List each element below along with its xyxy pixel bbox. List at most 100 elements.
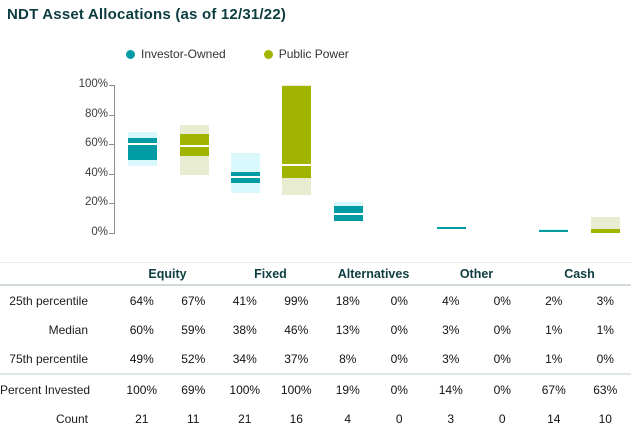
table-row-label: Percent Invested	[0, 382, 91, 397]
table-cell: 0	[498, 411, 506, 426]
table-cell: 1%	[596, 322, 614, 337]
table-group-header: Cash	[564, 266, 595, 281]
table-cell: 13%	[335, 322, 360, 337]
y-axis-tick-mark	[109, 85, 114, 86]
table-cell: 69%	[181, 382, 206, 397]
table-cell: 0	[395, 411, 403, 426]
table-cell: 0%	[596, 351, 614, 366]
bar-interquartile	[539, 230, 569, 233]
legend-dot-investor-owned-icon	[126, 49, 135, 59]
table-cell: 0%	[390, 382, 408, 397]
table-cell: 0%	[493, 351, 511, 366]
table-group-header: Other	[459, 266, 494, 281]
legend-dot-public-power-icon	[263, 49, 273, 59]
y-axis-tick-mark	[109, 114, 114, 116]
table-cell: 3%	[442, 322, 460, 337]
table-cell: 0%	[493, 322, 511, 337]
table-row: 75th percentile 49% 52% 34% 37% 8% 0% 3% 0% 1% 0%	[0, 344, 631, 373]
table-cell: 59%	[181, 322, 206, 337]
table-row-label: Median	[48, 322, 88, 337]
table-cell: 67%	[541, 382, 566, 397]
table-cell: 67%	[181, 293, 206, 308]
y-axis-tick-label: 80%	[84, 107, 108, 120]
y-axis-tick-label: 40%	[84, 166, 108, 179]
table-cell: 100%	[126, 382, 158, 397]
table-cell: 100%	[229, 382, 261, 397]
bar-interquartile	[282, 86, 312, 179]
y-axis-tick-label: 100%	[78, 78, 108, 90]
allocation-table: Equity Fixed Alternatives Other Cash 25th per…	[0, 262, 631, 433]
table-row-label: 25th percentile	[9, 293, 88, 308]
table-row: Percent Invested 100% 69% 100% 100% 19% 0% 14% 0…	[0, 373, 631, 404]
table-row: Median 60% 59% 38% 46% 13% 0% 3% 0% 1% 1%	[0, 315, 631, 344]
bar-outer-range	[539, 228, 569, 232]
table-cell: 37%	[284, 351, 309, 366]
bar-median-line	[179, 144, 209, 147]
table-cell: 19%	[335, 382, 360, 397]
legend-label: Public Power	[278, 47, 349, 61]
legend-item-public-power: Public Power	[263, 47, 349, 61]
table-cell: 8%	[339, 351, 357, 366]
plot-area	[117, 85, 631, 233]
table-cell: 18%	[335, 293, 360, 308]
table-cell: 2%	[545, 293, 563, 308]
table-cell: 14%	[438, 382, 463, 397]
table-cell: 0%	[390, 351, 408, 366]
table-row-label: Count	[55, 411, 88, 426]
table-cell: 4	[344, 411, 352, 426]
table-cell: 41%	[232, 293, 257, 308]
bar-interquartile	[436, 227, 466, 230]
bar-interquartile	[128, 138, 158, 161]
table-cell: 99%	[284, 293, 309, 308]
y-axis	[114, 85, 115, 234]
table-cell: 3%	[442, 351, 460, 366]
table-cell: 1%	[545, 351, 563, 366]
y-axis-tick-mark	[109, 144, 114, 146]
table-cell: 11	[187, 411, 200, 426]
table-cell: 21	[238, 411, 252, 426]
table-cell: 100%	[280, 382, 312, 397]
table-cell: 0%	[493, 293, 511, 308]
bar-median-line	[128, 143, 158, 146]
table-cell: 10	[598, 411, 612, 426]
table-cell: 3%	[596, 293, 614, 308]
bar-median-line	[282, 163, 312, 166]
page-title: NDT Asset Allocations (as of 12/31/22)	[7, 6, 287, 23]
table-cell: 16	[289, 411, 303, 426]
legend-label: Investor-Owned	[141, 47, 226, 61]
table-group-header: Alternatives	[337, 266, 410, 281]
table-header-row: Equity Fixed Alternatives Other Cash	[0, 263, 631, 286]
table-cell: 4%	[442, 293, 460, 308]
table-cell: 14	[547, 411, 561, 426]
y-axis-tick-label: 20%	[84, 196, 108, 209]
table-row-label: 75th percentile	[9, 351, 88, 366]
y-axis-tick-mark	[109, 203, 114, 205]
chart-legend: Investor-Owned Public Power	[126, 47, 349, 61]
y-axis-tick-label: 60%	[84, 137, 108, 150]
table-cell: 63%	[593, 382, 618, 397]
table-cell: 38%	[232, 322, 257, 337]
bar-median-line	[231, 175, 260, 178]
table-cell: 52%	[181, 351, 206, 366]
y-axis-tick-label: 0%	[91, 226, 108, 238]
table-row: 25th percentile 64% 67% 41% 99% 18% 0% 4% 0% 2% 3%	[0, 286, 631, 315]
legend-item-investor-owned: Investor-Owned	[126, 47, 226, 61]
table-cell: 1%	[545, 322, 563, 337]
y-axis-tick-mark	[109, 233, 114, 234]
table-cell: 0%	[390, 293, 408, 308]
y-axis-tick-mark	[109, 173, 114, 175]
table-cell: 21	[135, 411, 149, 426]
table-row: Count 21 11 21 16 4 0 3 0 14 10	[0, 404, 631, 433]
table-group-header: Equity	[148, 266, 187, 281]
table-cell: 64%	[129, 293, 154, 308]
table-group-header: Fixed	[254, 266, 287, 281]
bar-interquartile	[590, 228, 620, 233]
table-cell: 3	[447, 411, 455, 426]
table-cell: 46%	[284, 322, 309, 337]
bar-median-line	[333, 212, 363, 215]
table-cell: 34%	[232, 351, 257, 366]
table-cell: 0%	[493, 382, 511, 397]
table-cell: 0%	[390, 322, 408, 337]
table-cell: 60%	[129, 322, 154, 337]
table-cell: 49%	[129, 351, 154, 366]
